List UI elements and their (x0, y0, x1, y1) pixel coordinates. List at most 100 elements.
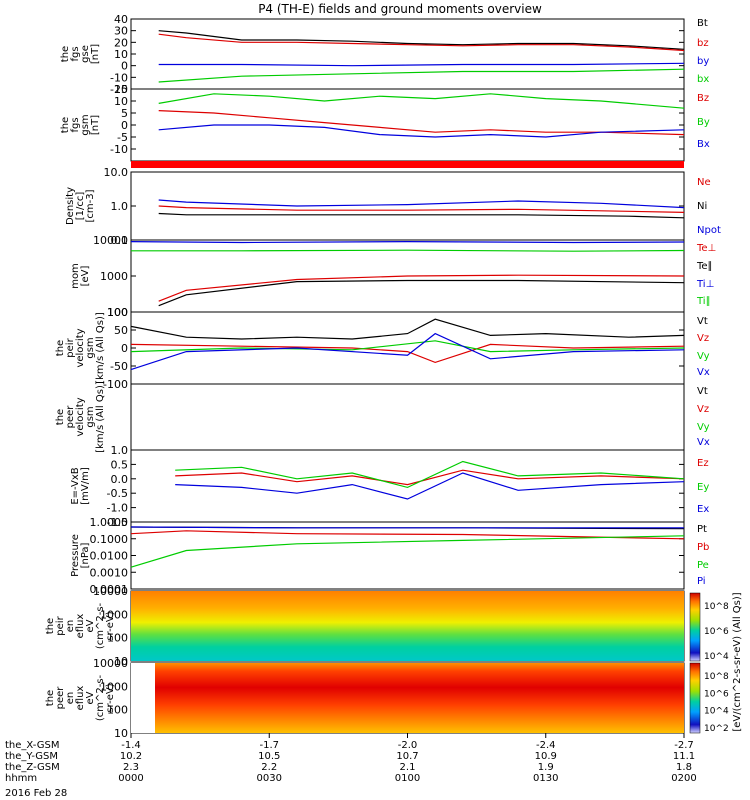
legend-density-2: Npot (697, 225, 721, 236)
peir-spectrogram (131, 591, 684, 661)
series-efield-1 (175, 460, 685, 489)
ytick-label: 10 (114, 48, 128, 61)
ytick-label: 0 (121, 119, 128, 132)
panel-frame-density (130, 171, 685, 241)
time-row-value: 1.9 (538, 762, 554, 773)
time-row-value: -2.7 (674, 740, 694, 751)
ytick-label: 100 (107, 306, 128, 319)
ytick-label: 10000 (93, 234, 128, 247)
ytick-label: -1.0 (107, 502, 128, 515)
ylabel-peer_en_eflux: thepeerenefluxeV(cm^2-s-sr-eV) (45, 674, 116, 721)
legend-temperature-1: Te∥ (696, 261, 713, 272)
series-fgs_gse-1 (158, 33, 685, 52)
legend-peir_velocity-3: Vx (697, 367, 710, 378)
legend-pressure-1: Pb (697, 542, 709, 553)
series-pressure-3 (130, 526, 684, 529)
legend-fgs_gse-2: by (697, 56, 709, 67)
legend-temperature-3: Ti∥ (696, 296, 711, 307)
legend-efield-1: Ey (697, 482, 709, 493)
ylabel-fgs_gsm: thefgsgsm[nT] (60, 114, 101, 135)
series-fgs_gse-2 (158, 62, 685, 67)
time-row-value: 0000 (118, 773, 143, 784)
legend-density-1: Ni (697, 201, 707, 212)
panels-group: 403020100-10-20thefgsgse[nT]Btbzbybx1510… (45, 13, 721, 740)
time-row-label: the_Y-GSM (5, 751, 58, 762)
time-row-value: 10.2 (120, 751, 142, 762)
time-row-value: 0130 (533, 773, 558, 784)
series-peir_velocity-1 (130, 343, 685, 364)
time-row-value: -2.4 (536, 740, 556, 751)
time-row-value: 2.3 (123, 762, 139, 773)
ytick-label: 10 (114, 95, 128, 108)
time-row-label: the_X-GSM (5, 740, 59, 751)
ytick-label: 1.0 (111, 444, 129, 457)
ytick-label: 0.0 (111, 473, 129, 486)
legend-density-0: Ne (697, 177, 711, 188)
ytick-label: 50 (114, 324, 128, 337)
legend-peir_velocity-1: Vz (697, 333, 709, 344)
series-temperature-0 (158, 274, 685, 302)
series-temperature-3 (131, 249, 685, 252)
ytick-label: 0.1 (111, 234, 129, 247)
ytick-label: 0.1000 (90, 533, 129, 546)
legend-pressure-0: Pt (697, 524, 707, 535)
ytick-label: -100 (103, 378, 128, 391)
time-row-value: -2.0 (398, 740, 418, 751)
ytick-label: 10000 (93, 657, 128, 670)
colorbar-tick-label: 10^2 (704, 724, 729, 734)
time-row-value: -1.4 (121, 740, 141, 751)
ytick-label: 0.0100 (90, 550, 129, 563)
time-row-value: -1.7 (259, 740, 279, 751)
time-row-value: 0100 (395, 773, 420, 784)
series-temperature-2 (130, 240, 685, 244)
time-row-value: 2.2 (261, 762, 277, 773)
ytick-label: 10.0 (104, 166, 129, 179)
colorbar-tick-label: 10^6 (704, 627, 729, 637)
legend-peer_velocity-3: Vx (697, 437, 710, 448)
series-peir_velocity-2 (130, 340, 685, 353)
series-fgs_gsm-2 (158, 124, 685, 138)
colorbar-ticks: 10^8 10^6 10^4 10^8 10^6 10^4 10^2 (704, 602, 729, 734)
panel-frame-peer_velocity (130, 383, 685, 451)
ylabel-density: Density[1/cc][cm-3] (65, 187, 96, 225)
colorbar-tick-label: 10^8 (704, 672, 729, 682)
series-pressure-2 (130, 535, 685, 568)
time-row-value: 10.5 (258, 751, 280, 762)
ytick-label: 5 (121, 107, 128, 120)
colorbar-tick-label: 10^4 (704, 707, 729, 717)
legend-peir_velocity-0: Vt (697, 316, 708, 327)
time-row-label: the_Z-GSM (5, 762, 60, 773)
time-row-value: 1.8 (676, 762, 692, 773)
legend-fgs_gsm-0: Bz (697, 93, 709, 104)
series-fgs_gse-3 (158, 68, 685, 83)
ytick-label: 0 (121, 60, 128, 73)
ytick-label: 1000 (100, 680, 128, 693)
series-efield-0 (175, 469, 685, 486)
ytick-label: -10 (110, 71, 128, 84)
ytick-label: -20 (110, 83, 128, 96)
ytick-label: 15 (114, 83, 128, 96)
ylabel-temperature: mom[eV] (70, 263, 91, 289)
series-peir_velocity-3 (130, 332, 685, 371)
ylabel-fgs_gse: thefgsgse[nT] (60, 44, 101, 64)
chart-title: P4 (TH-E) fields and ground moments over… (258, 2, 542, 16)
ytick-label: 0.0010 (90, 566, 129, 579)
legend-peer_velocity-1: Vz (697, 404, 709, 415)
ytick-label: 30 (114, 25, 128, 38)
ytick-label: 0 (121, 342, 128, 355)
separator-band (131, 161, 684, 168)
time-axis: the_X-GSM -1.4 -1.7 -2.0 -2.4 -2.7 the_Y-GSM 10… (5, 733, 697, 799)
ytick-label: -5 (117, 131, 128, 144)
ytick-label: 100 (107, 306, 128, 319)
ytick-label: 10 (114, 727, 128, 740)
legend-peer_velocity-2: Vy (697, 422, 710, 433)
ytick-label: 1.0000 (90, 516, 129, 529)
series-fgs_gsm-0 (158, 110, 685, 136)
time-row-value: 11.1 (673, 751, 695, 762)
time-row-value: 2.1 (400, 762, 416, 773)
ytick-label: 100 (107, 704, 128, 717)
ylabel-efield: E=-VxB[mV/m] (70, 467, 91, 505)
legend-peer_velocity-0: Vt (697, 386, 708, 397)
series-peir_velocity-0 (130, 318, 685, 340)
ytick-label: 10000 (93, 585, 128, 598)
